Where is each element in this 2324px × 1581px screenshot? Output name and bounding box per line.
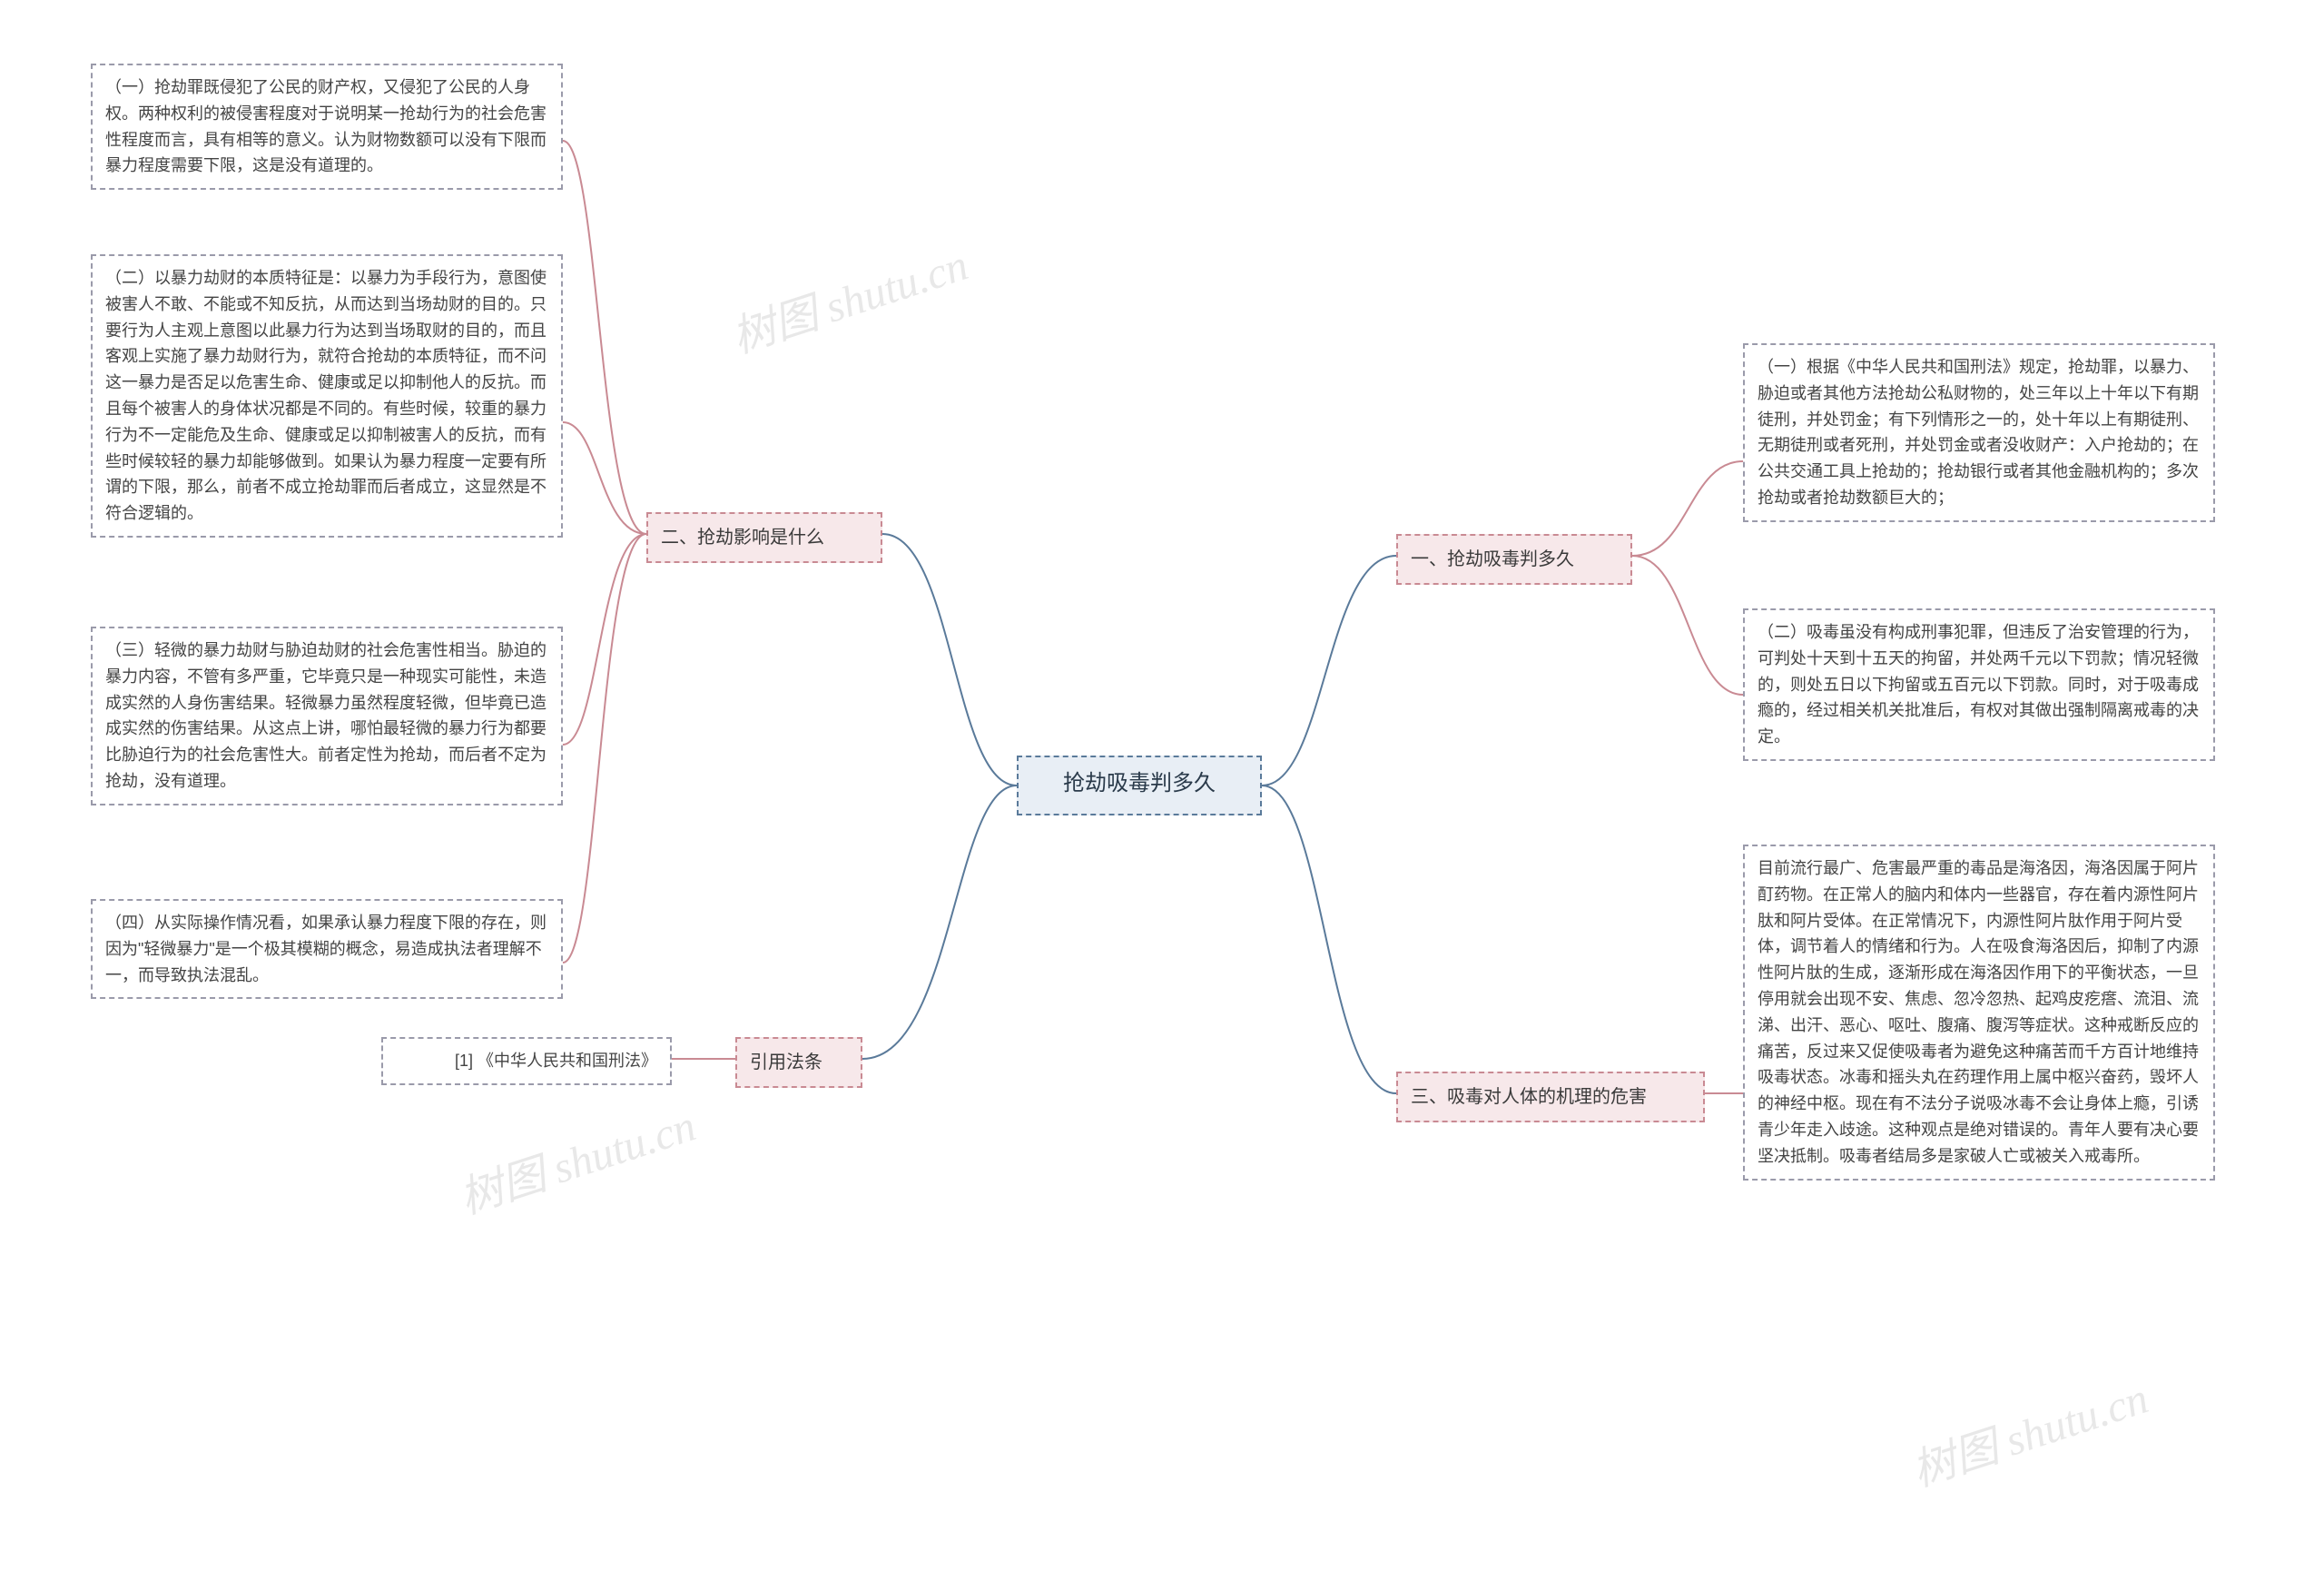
branch-node-2: 二、抢劫影响是什么	[646, 512, 882, 563]
watermark: 树图 shutu.cn	[723, 229, 975, 365]
leaf-node: （四）从实际操作情况看，如果承认暴力程度下限的存在，则因为"轻微暴力"是一个极其…	[91, 899, 563, 999]
branch-node-1: 一、抢劫吸毒判多久	[1396, 534, 1632, 585]
watermark: 树图 shutu.cn	[1903, 1362, 2155, 1498]
leaf-node: （一）根据《中华人民共和国刑法》规定，抢劫罪，以暴力、胁迫或者其他方法抢劫公私财…	[1743, 343, 2215, 522]
leaf-node: （二）吸毒虽没有构成刑事犯罪，但违反了治安管理的行为，可判处十天到十五天的拘留，…	[1743, 608, 2215, 761]
leaf-node-ref: [1] 《中华人民共和国刑法》	[381, 1037, 672, 1085]
root-node: 抢劫吸毒判多久	[1017, 756, 1262, 815]
leaf-node: 目前流行最广、危害最严重的毒品是海洛因，海洛因属于阿片酊药物。在正常人的脑内和体…	[1743, 845, 2215, 1181]
leaf-node: （二）以暴力劫财的本质特征是：以暴力为手段行为，意图使被害人不敢、不能或不知反抗…	[91, 254, 563, 538]
branch-node-3: 三、吸毒对人体的机理的危害	[1396, 1072, 1705, 1122]
leaf-node: （三）轻微的暴力劫财与胁迫劫财的社会危害性相当。胁迫的暴力内容，不管有多严重，它…	[91, 627, 563, 805]
leaf-node: （一）抢劫罪既侵犯了公民的财产权，又侵犯了公民的人身权。两种权利的被侵害程度对于…	[91, 64, 563, 190]
branch-node-ref: 引用法条	[735, 1037, 862, 1088]
watermark: 树图 shutu.cn	[450, 1090, 703, 1226]
